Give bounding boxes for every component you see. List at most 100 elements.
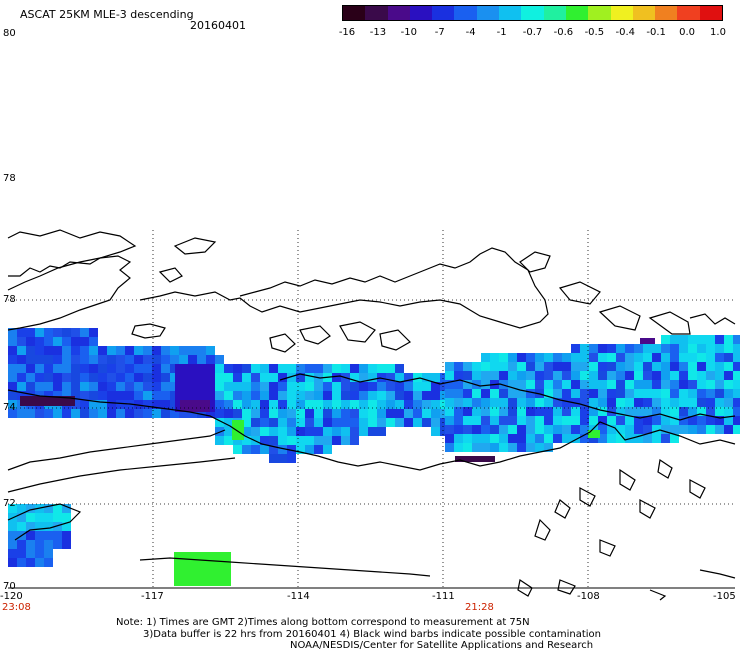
swath-cell [445, 416, 454, 425]
swath-cell [616, 353, 625, 362]
swath-cell [440, 418, 449, 427]
swath-cell [440, 409, 449, 418]
color-scale-label: -0.4 [615, 27, 636, 38]
swath-cell [305, 427, 314, 436]
swath-cell [634, 398, 643, 407]
swath-cell [652, 353, 661, 362]
swath-cell [526, 416, 535, 425]
swath-cell [260, 364, 269, 373]
swath-cell [323, 418, 332, 427]
swath-cell [134, 373, 143, 382]
swath-cell [35, 373, 44, 382]
swath-cell [17, 328, 26, 337]
swath-cell [296, 382, 305, 391]
swath-cell [490, 389, 499, 398]
swath-cell [661, 344, 670, 353]
swath-cell [278, 373, 287, 382]
swath-cell [589, 389, 598, 398]
swath-cell [490, 371, 499, 380]
swath-cell [287, 445, 296, 454]
swath-cell [544, 371, 553, 380]
swath-cell [53, 504, 62, 513]
swath-cell [44, 328, 53, 337]
swath-cell [463, 362, 472, 371]
swath-cell [454, 398, 463, 407]
swath-cell [643, 416, 652, 425]
swath-cell [152, 400, 161, 409]
swath-cell [296, 409, 305, 418]
swath-cell [170, 355, 179, 364]
swath-cell [260, 400, 269, 409]
swath-cell [733, 425, 740, 434]
swath-cell [616, 344, 625, 353]
swath-cell [508, 353, 517, 362]
swath-cell [652, 389, 661, 398]
swath-cell [454, 443, 463, 452]
swath-cell [395, 400, 404, 409]
swath-cell [8, 400, 17, 409]
swath-cell [472, 407, 481, 416]
swath-cell [508, 380, 517, 389]
swath-cell [607, 353, 616, 362]
lat-label-72: 72 [3, 498, 16, 509]
swath-cell [625, 398, 634, 407]
swath-cell [544, 425, 553, 434]
swath-cell [463, 425, 472, 434]
color-scale-labels: -16 -13 -10 -7 -4 -1 -0.7 -0.6 -0.5 -0.4 -0.1 0.0 1.… [339, 27, 726, 39]
swath-cell [508, 407, 517, 416]
color-scale-swatch [543, 6, 566, 20]
swath-cell [62, 522, 71, 531]
swath-cell [571, 353, 580, 362]
swath-cell [161, 391, 170, 400]
swath-cell [71, 355, 80, 364]
swath-cell [589, 407, 598, 416]
swath-cell [323, 409, 332, 418]
swath-cell [670, 335, 679, 344]
swath-cell [44, 504, 53, 513]
swath-cell [688, 398, 697, 407]
swath-cell [242, 364, 251, 373]
swath-cell [215, 391, 224, 400]
swath-cell [368, 364, 377, 373]
swath-cell [233, 445, 242, 454]
swath-cell [526, 371, 535, 380]
swath-cell [35, 355, 44, 364]
swath-cell [269, 418, 278, 427]
swath-cell [535, 443, 544, 452]
color-scale-swatch [454, 6, 477, 20]
swath-cell [17, 355, 26, 364]
swath-cell [377, 409, 386, 418]
swath-cell [161, 364, 170, 373]
swath-cell [296, 418, 305, 427]
swath-cell [179, 355, 188, 364]
swath-cell [724, 398, 733, 407]
swath-cell [26, 355, 35, 364]
swath-cell [706, 398, 715, 407]
swath-cell [134, 391, 143, 400]
swath-cell [688, 371, 697, 380]
color-scale-label: -0.1 [646, 27, 666, 38]
swath-cell [463, 434, 472, 443]
swath-cell [571, 416, 580, 425]
swath-cell [440, 373, 449, 382]
swath-cell [44, 531, 53, 540]
swath-cell [251, 427, 260, 436]
swath-cell [404, 409, 413, 418]
swath-cell [652, 416, 661, 425]
swath-cell [386, 418, 395, 427]
swath-cell [314, 445, 323, 454]
swath-cell [706, 416, 715, 425]
swath-cell [490, 434, 499, 443]
swath-cell [80, 409, 89, 418]
swath-cell [571, 407, 580, 416]
swath-cell [62, 540, 71, 549]
swath-cell [634, 344, 643, 353]
swath-cell [580, 398, 589, 407]
swath-cell [571, 434, 580, 443]
swath-cell [413, 418, 422, 427]
swath-cell [413, 409, 422, 418]
swath-cell [706, 380, 715, 389]
swath-cell [724, 353, 733, 362]
swath-cell [553, 380, 562, 389]
